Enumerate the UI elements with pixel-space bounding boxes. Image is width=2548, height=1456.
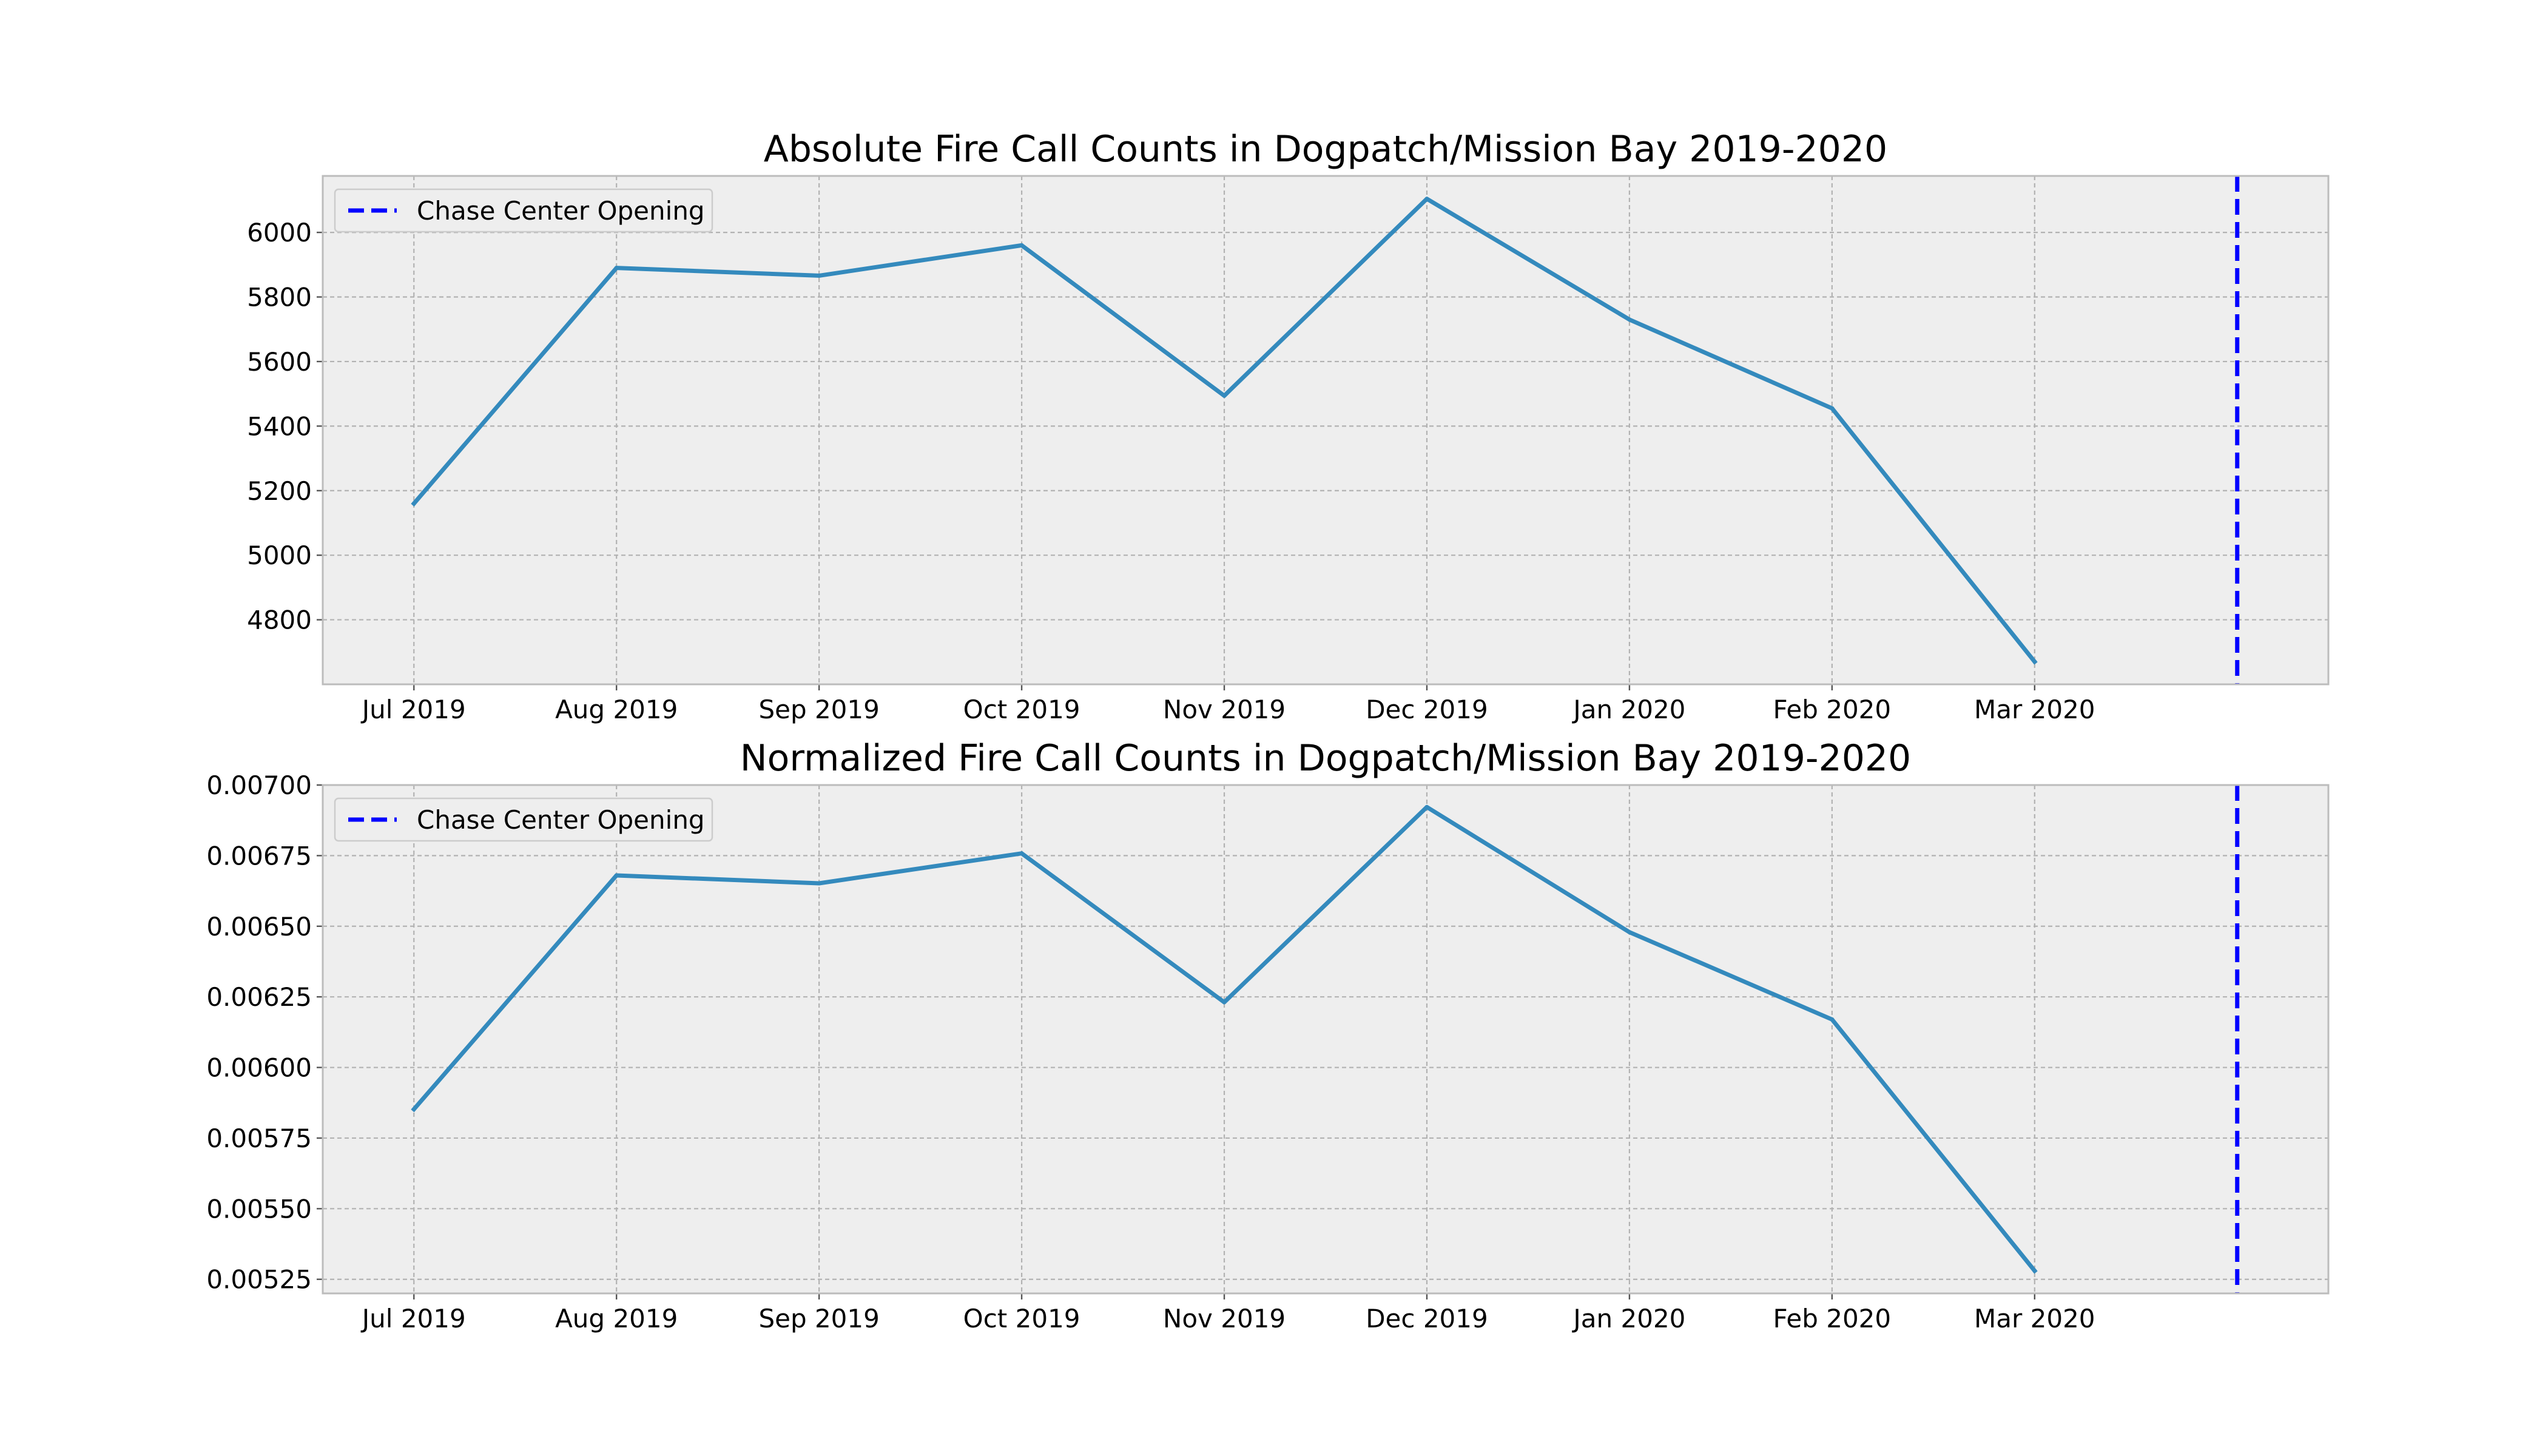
data-point <box>1424 804 1429 809</box>
y-tick-label: 4800 <box>247 605 312 635</box>
x-tick-label: Feb 2020 <box>1773 1304 1892 1333</box>
data-point <box>1830 406 1835 411</box>
y-tick-label: 6000 <box>247 218 312 248</box>
data-point <box>411 501 416 506</box>
y-tick-label: 5600 <box>247 347 312 377</box>
chart-normalized-counts: Jul 2019 Aug 2019 Sep 2019 Oct 2019 Nov 2019… <box>206 737 2330 1333</box>
data-point <box>1222 1000 1227 1005</box>
data-point <box>1627 317 1632 322</box>
y-tick-label: 5800 <box>247 283 312 312</box>
data-point <box>614 266 619 271</box>
plot-frame <box>322 175 2330 686</box>
x-tick-label: Sep 2019 <box>758 695 879 724</box>
x-tick-label: Dec 2019 <box>1366 1304 1488 1333</box>
legend-label: Chase Center Opening <box>417 196 705 226</box>
plot-area <box>323 176 2328 684</box>
x-tick-label: Sep 2019 <box>758 1304 879 1333</box>
y-tick-label: 5400 <box>247 411 312 441</box>
x-tick-label: Aug 2019 <box>555 1304 678 1333</box>
x-tick-label: Nov 2019 <box>1163 1304 1286 1333</box>
legend: Chase Center Opening <box>334 797 713 842</box>
y-tick-label: 0.00550 <box>206 1194 312 1224</box>
x-tick-label: Jul 2019 <box>360 1304 466 1333</box>
y-tick-label: 0.00675 <box>206 841 312 871</box>
data-point <box>411 1107 416 1111</box>
chart-title: Normalized Fire Call Counts in Dogpatch/… <box>740 737 1911 780</box>
x-tick-label: Jan 2020 <box>1571 1304 1685 1333</box>
x-tick-label: Jan 2020 <box>1571 695 1685 724</box>
data-point <box>1424 197 1429 201</box>
y-tick-label: 5000 <box>247 541 312 570</box>
data-point <box>1019 243 1024 248</box>
y-tick-label: 0.00600 <box>206 1053 312 1083</box>
x-tick-label: Mar 2020 <box>1974 695 2095 724</box>
x-tick-label: Mar 2020 <box>1974 1304 2095 1333</box>
y-tick-label: 0.00700 <box>206 770 312 800</box>
data-point <box>2032 659 2037 664</box>
y-tick-label: 0.00650 <box>206 912 312 942</box>
data-point <box>614 873 619 878</box>
x-tick-label: Nov 2019 <box>1163 695 1286 724</box>
data-point <box>2032 1269 2037 1273</box>
data-point <box>1019 851 1024 856</box>
x-tick-label: Aug 2019 <box>555 695 678 724</box>
y-tick-label: 0.00525 <box>206 1265 312 1295</box>
data-point <box>1830 1017 1835 1022</box>
legend-label: Chase Center Opening <box>417 805 705 835</box>
legend-box <box>334 188 713 233</box>
legend: Chase Center Opening <box>334 188 713 233</box>
y-tick-label: 0.00575 <box>206 1124 312 1153</box>
x-tick-label: Oct 2019 <box>963 1304 1080 1333</box>
data-point <box>817 881 821 886</box>
legend-box <box>334 797 713 842</box>
y-tick-label: 0.00625 <box>206 982 312 1012</box>
y-tick-label: 5200 <box>247 476 312 506</box>
x-tick-label: Feb 2020 <box>1773 695 1892 724</box>
x-tick-label: Dec 2019 <box>1366 695 1488 724</box>
data-point <box>817 273 821 278</box>
x-tick-label: Oct 2019 <box>963 695 1080 724</box>
plot-frame <box>322 784 2330 1295</box>
plot-area <box>323 785 2328 1293</box>
data-point <box>1222 393 1227 398</box>
x-tick-label: Jul 2019 <box>360 695 466 724</box>
data-point <box>1627 930 1632 935</box>
chart-absolute-counts: Jul 2019 Aug 2019 Sep 2019 Oct 2019 Nov 2019… <box>247 128 2330 724</box>
chart-title: Absolute Fire Call Counts in Dogpatch/Mi… <box>764 128 1887 170</box>
